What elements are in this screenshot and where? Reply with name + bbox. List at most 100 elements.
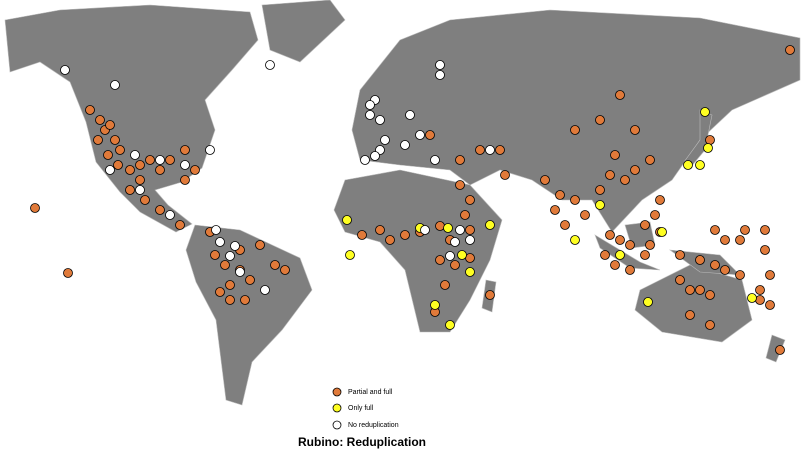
language-dot	[775, 345, 785, 355]
language-dot	[220, 260, 230, 270]
language-dot	[550, 205, 560, 215]
language-dot	[165, 155, 175, 165]
language-dot	[445, 251, 455, 261]
language-dot	[785, 45, 795, 55]
language-dot	[230, 241, 240, 251]
legend-swatch	[332, 403, 342, 413]
language-dot	[135, 175, 145, 185]
language-dot	[235, 267, 245, 277]
language-dot	[455, 225, 465, 235]
language-dot	[595, 115, 605, 125]
language-dot	[211, 225, 221, 235]
language-dot	[103, 150, 113, 160]
north-america	[4, 4, 259, 233]
language-dot	[440, 280, 450, 290]
language-dot	[430, 300, 440, 310]
language-dot	[365, 110, 375, 120]
language-dot	[465, 235, 475, 245]
language-dot	[695, 285, 705, 295]
language-dot	[85, 105, 95, 115]
language-dot	[435, 70, 445, 80]
language-dot	[620, 175, 630, 185]
language-dot	[675, 275, 685, 285]
language-dot	[595, 185, 605, 195]
legend-swatch	[332, 387, 342, 397]
language-dot	[735, 270, 745, 280]
language-dot	[605, 230, 615, 240]
legend-swatch	[332, 420, 342, 430]
language-dot	[615, 235, 625, 245]
language-dot	[265, 60, 275, 70]
language-dot	[685, 285, 695, 295]
language-dot	[540, 175, 550, 185]
language-dot	[342, 215, 352, 225]
language-dot	[125, 185, 135, 195]
language-dot	[370, 151, 380, 161]
language-dot	[755, 295, 765, 305]
language-dot	[700, 107, 710, 117]
language-dot	[430, 155, 440, 165]
language-dot	[445, 320, 455, 330]
language-dot	[360, 155, 370, 165]
language-dot	[485, 145, 495, 155]
language-dot	[710, 260, 720, 270]
language-dot	[205, 145, 215, 155]
language-dot	[457, 250, 467, 260]
language-dot	[155, 165, 165, 175]
language-dot	[615, 250, 625, 260]
africa	[333, 169, 503, 333]
language-dot	[465, 225, 475, 235]
language-dot	[450, 260, 460, 270]
language-dot	[210, 250, 220, 260]
language-dot	[640, 250, 650, 260]
language-dot	[95, 115, 105, 125]
language-dot	[400, 230, 410, 240]
language-dot	[465, 195, 475, 205]
language-dot	[720, 235, 730, 245]
language-dot	[215, 287, 225, 297]
language-dot	[570, 235, 580, 245]
language-dot	[240, 295, 250, 305]
language-dot	[475, 145, 485, 155]
language-dot	[420, 225, 430, 235]
language-dot	[115, 145, 125, 155]
language-dot	[155, 205, 165, 215]
language-dot	[600, 250, 610, 260]
language-dot	[165, 210, 175, 220]
language-dot	[695, 160, 705, 170]
language-dot	[450, 237, 460, 247]
language-dot	[415, 130, 425, 140]
language-dot	[180, 160, 190, 170]
language-dot	[110, 80, 120, 90]
language-dot	[640, 220, 650, 230]
language-dot	[30, 203, 40, 213]
language-dot	[190, 165, 200, 175]
language-dot	[740, 225, 750, 235]
language-dot	[683, 160, 693, 170]
language-dot	[765, 270, 775, 280]
greenland	[261, 0, 346, 63]
map-title: Rubino: Reduplication	[298, 435, 426, 449]
language-dot	[605, 170, 615, 180]
language-dot	[610, 260, 620, 270]
language-dot	[747, 293, 757, 303]
language-dot	[280, 265, 290, 275]
language-dot	[113, 160, 123, 170]
language-dot	[570, 195, 580, 205]
language-dot	[625, 265, 635, 275]
language-dot	[435, 255, 445, 265]
legend-label: Only full	[348, 405, 374, 412]
language-dot	[357, 230, 367, 240]
language-dot	[595, 200, 605, 210]
language-dot	[495, 145, 505, 155]
language-dot	[460, 210, 470, 220]
language-dot	[555, 190, 565, 200]
language-dot	[443, 223, 453, 233]
language-dot	[657, 227, 667, 237]
language-dot	[610, 150, 620, 160]
language-dot	[485, 220, 495, 230]
language-dot	[455, 155, 465, 165]
language-dot	[345, 250, 355, 260]
language-dot	[435, 221, 445, 231]
language-dot	[703, 143, 713, 153]
